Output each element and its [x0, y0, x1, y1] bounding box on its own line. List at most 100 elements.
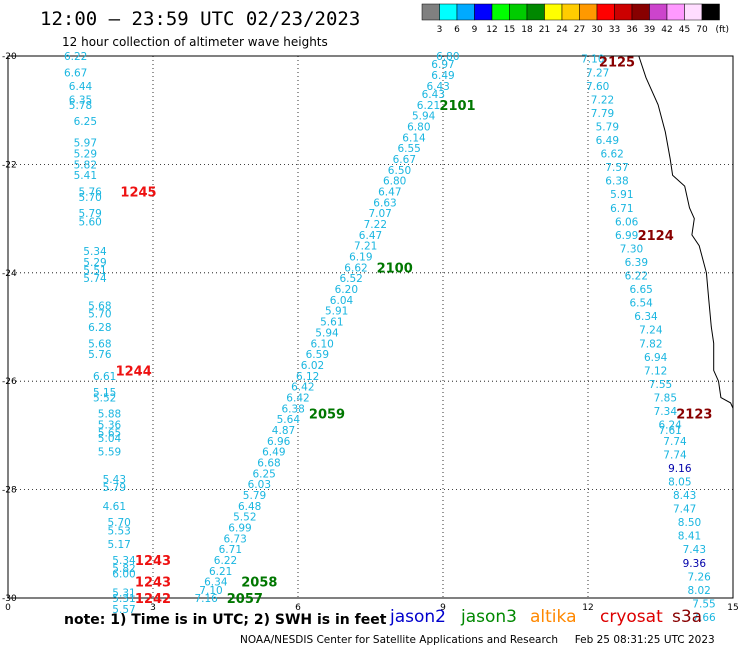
wave-height-point: 5.61 [320, 317, 343, 329]
wave-height-point: 5.78 [69, 100, 92, 112]
wave-height-point: 6.68 [257, 458, 280, 470]
wave-height-point: 7.07 [368, 208, 391, 220]
timestamp: Feb 25 08:31:25 UTC 2023 [574, 634, 715, 646]
wave-height-point: 6.71 [610, 203, 633, 215]
colorbar-tick-label: 6 [454, 25, 460, 35]
wave-height-point: 6.12 [296, 371, 319, 383]
wave-height-point: 5.79 [596, 121, 619, 133]
wave-height-point: 5.74 [83, 273, 107, 285]
colorbar-tick-label: 30 [591, 25, 603, 35]
wave-height-point: 7.85 [654, 392, 677, 404]
x-tick-label: 0 [5, 603, 11, 613]
wave-height-point: 5.41 [74, 170, 97, 182]
wave-height-point: 5.79 [103, 482, 126, 494]
wave-height-point: 6.44 [69, 81, 93, 93]
pass-time-label: 1244 [116, 364, 152, 379]
wave-height-point: 7.61 [658, 425, 681, 437]
wave-height-point: 6.21 [209, 566, 232, 578]
colorbar-tick-label: 36 [626, 25, 638, 35]
wave-height-point: 6.03 [248, 479, 271, 491]
wave-height-point: 5.17 [107, 539, 130, 551]
wave-height-point: 5.94 [315, 327, 339, 339]
wave-height-point: 5.34 [83, 246, 107, 258]
wave-height-point: 6.25 [74, 116, 97, 128]
wave-height-point: 6.67 [393, 154, 416, 166]
wave-height-point: 6.99 [615, 230, 638, 242]
pass-time-label: 1243 [135, 576, 171, 591]
colorbar-tick-label: 33 [609, 25, 620, 35]
colorbar-tick-label: 9 [472, 25, 478, 35]
wave-height-point: 5.53 [107, 525, 130, 537]
wave-height-point: 6.21 [417, 100, 440, 112]
wave-height-point: 5.82 [112, 563, 135, 575]
wave-height-point: 9.16 [668, 463, 692, 475]
wave-height-point: 6.22 [625, 271, 648, 283]
legend-note: note: 1) Time is in UTC; 2) SWH is in fe… [64, 612, 387, 628]
colorbar-tick-label: 70 [696, 25, 708, 35]
wave-height-point: 5.31 [112, 588, 135, 600]
wave-height-point: 7.66 [692, 612, 716, 624]
wave-height-point: 6.52 [339, 273, 362, 285]
y-tick-label: -20 [2, 52, 17, 62]
wave-height-point: 6.35 [69, 94, 92, 106]
wave-height-point: 5.79 [243, 490, 266, 502]
wave-height-point: 7.22 [364, 219, 387, 231]
wave-height-point: 7.34 [654, 406, 678, 418]
wave-height-point: 5.70 [88, 308, 111, 320]
legend-satellite-altika: altika [530, 607, 577, 627]
wave-height-point: 6.47 [378, 187, 401, 199]
wave-height-point: 6.28 [88, 322, 111, 334]
wave-height-point: 6.49 [596, 135, 619, 147]
wave-height-point: 6.04 [330, 295, 354, 307]
x-tick-label: 12 [582, 603, 593, 613]
wave-height-point: 6.22 [214, 555, 237, 567]
wave-height-point: 5.94 [412, 111, 436, 123]
wave-height-point: 5.64 [277, 414, 301, 426]
wave-height-point: 6.73 [223, 533, 246, 545]
wave-height-point: 6.49 [431, 70, 454, 82]
wave-height-point: 5.76 [88, 349, 112, 361]
colorbar: 3 6 9 12 15 18 21 24 27 30 33 36 39 42 45 70 (ft) [421, 3, 730, 35]
colorbar-swatch [701, 3, 720, 21]
pass-time-label: 2123 [676, 408, 712, 423]
wave-height-point: 6.42 [286, 392, 309, 404]
x-tick-label: 15 [727, 603, 738, 613]
legend-satellite-jason3: jason3 [461, 607, 517, 627]
wave-height-point: 5.29 [74, 149, 97, 161]
legend-satellite-jason2: jason2 [390, 607, 446, 627]
y-tick-label: -22 [2, 160, 17, 170]
wave-height-point: 5.91 [610, 189, 633, 201]
wave-height-point: 5.29 [83, 257, 106, 269]
wave-height-point: 6.67 [64, 67, 87, 79]
wave-height-point: 7.27 [586, 67, 609, 79]
wave-height-point: 7.12 [644, 365, 667, 377]
colorbar-tick-label: 21 [539, 25, 550, 35]
pass-time-label: 2101 [439, 99, 475, 114]
wave-height-point: 6.47 [359, 230, 382, 242]
wave-height-point: 7.74 [663, 449, 687, 461]
colorbar-tick-label: 42 [661, 25, 672, 35]
wave-height-point: 6.42 [291, 382, 314, 394]
pass-time-label: 1242 [135, 592, 171, 607]
wave-height-point: 5.60 [78, 216, 101, 228]
wave-height-point: 5.59 [98, 447, 121, 459]
wave-height-point: 5.57 [112, 604, 135, 616]
wave-height-point: 7.55 [692, 598, 715, 610]
wave-height-point: 6.43 [426, 81, 449, 93]
x-tick-label: 3 [150, 603, 156, 613]
wave-height-point: 5.15 [93, 387, 116, 399]
wave-height-point: 7.10 [581, 54, 604, 66]
pass-time-label: 2058 [241, 576, 277, 591]
wave-height-point: 6.80 [383, 176, 406, 188]
wave-height-point: 6.38 [281, 403, 304, 415]
colorbar-tick-label: 24 [556, 25, 568, 35]
wave-height-point: 7.30 [620, 243, 643, 255]
wave-height-point: 5.52 [93, 392, 116, 404]
wave-height-point: 5.68 [88, 338, 111, 350]
wave-height-point: 5.79 [78, 208, 101, 220]
colorbar-unit: (ft) [716, 25, 730, 35]
colorbar-tick-label: 18 [521, 25, 533, 35]
y-tick-label: -24 [2, 269, 17, 279]
